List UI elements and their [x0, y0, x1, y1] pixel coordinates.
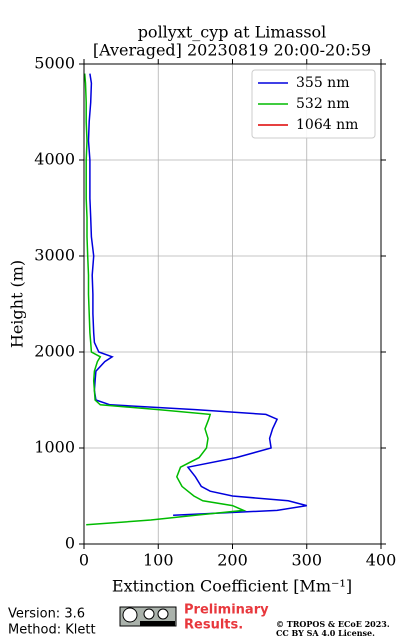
version: Version: 3.6 — [8, 607, 85, 622]
copyright: © TROPOS & ECoE 2023. — [276, 619, 390, 629]
y-tick-label: 2000 — [34, 342, 75, 361]
x-tick-label: 100 — [143, 551, 174, 570]
y-tick-label: 3000 — [34, 246, 75, 265]
notice-line: Results. — [184, 618, 243, 633]
method: Method: Klett — [8, 623, 96, 638]
y-tick-label: 0 — [65, 534, 75, 553]
y-tick-label: 5000 — [34, 54, 75, 73]
legend-label: 1064 nm — [296, 117, 358, 133]
chart-title: pollyxt_cyp at Limassol — [138, 23, 327, 42]
x-tick-label: 400 — [366, 551, 397, 570]
x-tick-label: 200 — [217, 551, 248, 570]
profile-line — [83, 73, 247, 526]
legend: 355 nm 532 nm 1064 nm — [251, 69, 376, 139]
y-tick-label: 4000 — [34, 150, 75, 169]
legend-label: 355 nm — [296, 75, 349, 91]
copyright: CC BY SA 4.0 License. — [276, 628, 375, 638]
cc-logo — [119, 606, 177, 627]
x-tick-label: 0 — [79, 551, 89, 570]
plot-frame — [83, 63, 382, 545]
chart-subtitle: [Averaged] 20230819 20:00-20:59 — [93, 41, 371, 60]
notice-line: Preliminary — [184, 603, 269, 618]
y-axis-label: Height (m) — [8, 260, 27, 348]
legend-label: 532 nm — [296, 96, 349, 112]
x-tick-label: 300 — [291, 551, 322, 570]
profile-line — [87, 73, 307, 516]
y-tick-label: 1000 — [34, 438, 75, 457]
x-axis-label: Extinction Coefficient [Mm⁻¹] — [112, 577, 352, 596]
legend-box — [251, 69, 376, 139]
